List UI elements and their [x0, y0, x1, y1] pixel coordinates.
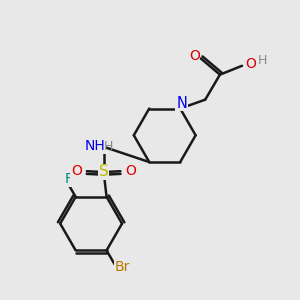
Text: O: O — [245, 57, 256, 71]
Text: O: O — [71, 164, 82, 178]
Text: NH: NH — [85, 139, 106, 153]
Text: N: N — [176, 96, 187, 111]
Text: O: O — [189, 49, 200, 62]
Text: F: F — [64, 172, 72, 186]
Text: S: S — [99, 164, 109, 179]
Text: O: O — [126, 164, 136, 178]
Text: H: H — [257, 54, 267, 67]
Text: H: H — [103, 140, 113, 153]
Text: Br: Br — [114, 260, 130, 274]
